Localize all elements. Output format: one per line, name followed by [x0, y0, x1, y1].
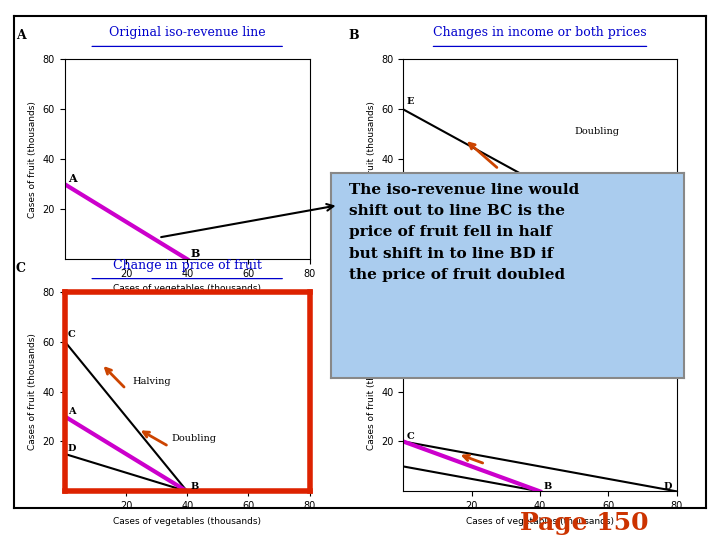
Text: Doubling: Doubling [172, 435, 217, 443]
Text: C: C [407, 200, 415, 209]
Text: Changes in income or both prices: Changes in income or both prices [433, 26, 647, 39]
Text: F: F [663, 249, 670, 259]
Text: C: C [68, 329, 76, 339]
Text: B: B [544, 482, 552, 491]
Y-axis label: Cases of fruit (thousands): Cases of fruit (thousands) [28, 333, 37, 450]
X-axis label: Cases of vegetables (thousands): Cases of vegetables (thousands) [466, 517, 614, 525]
Text: Doubling: Doubling [575, 127, 619, 136]
Text: The iso-revenue line would
shift out to line BC is the
price of fruit fell in ha: The iso-revenue line would shift out to … [348, 183, 579, 282]
Text: B: B [190, 482, 199, 491]
X-axis label: Cases of vegetables (thousands): Cases of vegetables (thousands) [113, 517, 261, 525]
Text: C: C [407, 432, 415, 441]
Text: A: A [16, 29, 26, 43]
Y-axis label: Cases of fruit (thousands): Cases of fruit (thousands) [366, 333, 376, 450]
Text: Change in price of fruit: Change in price of fruit [113, 259, 261, 272]
Text: E: E [407, 97, 414, 106]
Y-axis label: Cases of fruit (thousands): Cases of fruit (thousands) [28, 101, 37, 218]
Text: A: A [407, 175, 414, 184]
Text: A: A [68, 173, 76, 184]
Text: D: D [68, 444, 76, 454]
Text: B: B [348, 29, 359, 43]
X-axis label: Cases of vegetables (thousands): Cases of vegetables (thousands) [113, 285, 261, 293]
Text: B: B [544, 249, 552, 259]
Text: A: A [68, 407, 76, 416]
Text: D: D [663, 482, 672, 491]
Text: Page 150: Page 150 [520, 511, 648, 535]
Text: Halving: Halving [602, 185, 640, 194]
X-axis label: Cases of vegetables (thousands): Cases of vegetables (thousands) [466, 285, 614, 293]
Text: B: B [190, 248, 199, 259]
Text: D: D [475, 249, 483, 259]
Text: Halving: Halving [132, 377, 171, 386]
Text: C: C [16, 261, 26, 275]
Y-axis label: Cases of fruit (thousands): Cases of fruit (thousands) [366, 101, 376, 218]
Text: Original iso-revenue line: Original iso-revenue line [109, 26, 266, 39]
